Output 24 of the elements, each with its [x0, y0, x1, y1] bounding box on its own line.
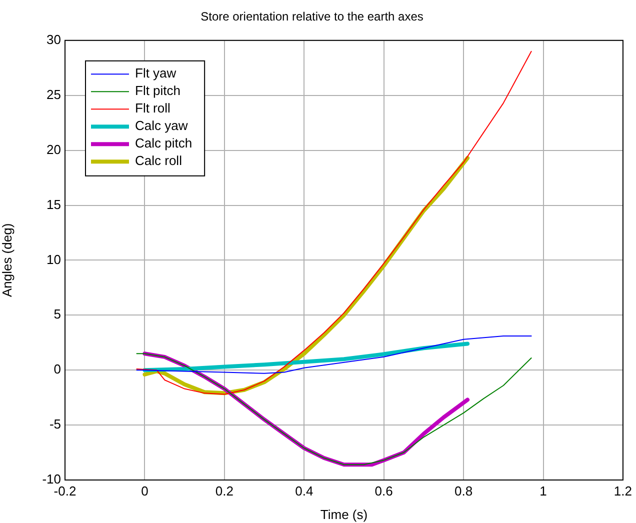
x-tick-label: 1 [540, 483, 547, 498]
y-tick-label: 25 [46, 86, 61, 102]
legend-label: Calc pitch [135, 136, 192, 151]
x-tick-label: 0.4 [295, 483, 314, 498]
x-tick-label: 1.2 [614, 483, 632, 498]
y-tick-label: 5 [54, 306, 61, 322]
legend-label: Calc roll [135, 153, 182, 168]
chart-title: Store orientation relative to the earth axes [200, 10, 424, 24]
legend-label: Flt yaw [135, 66, 177, 81]
y-tick-label: 30 [46, 32, 61, 47]
x-axis-title: Time (s) [320, 506, 368, 522]
y-tick-label: 0 [54, 362, 61, 377]
x-tick-label: 0.8 [454, 483, 473, 498]
x-tick-label: 0.6 [374, 483, 393, 498]
y-tick-label: 10 [46, 252, 61, 267]
x-tick-label: 0.2 [215, 483, 234, 498]
x-tick-label: 0 [141, 483, 148, 498]
legend-label: Flt roll [135, 100, 170, 116]
y-tick-label: 15 [46, 196, 61, 212]
y-tick-label: 20 [46, 142, 61, 157]
y-axis-title: Angles (deg) [0, 223, 14, 298]
legend-label: Flt pitch [135, 83, 181, 98]
y-tick-label: -5 [49, 416, 61, 432]
legend-label: Calc yaw [135, 118, 188, 134]
